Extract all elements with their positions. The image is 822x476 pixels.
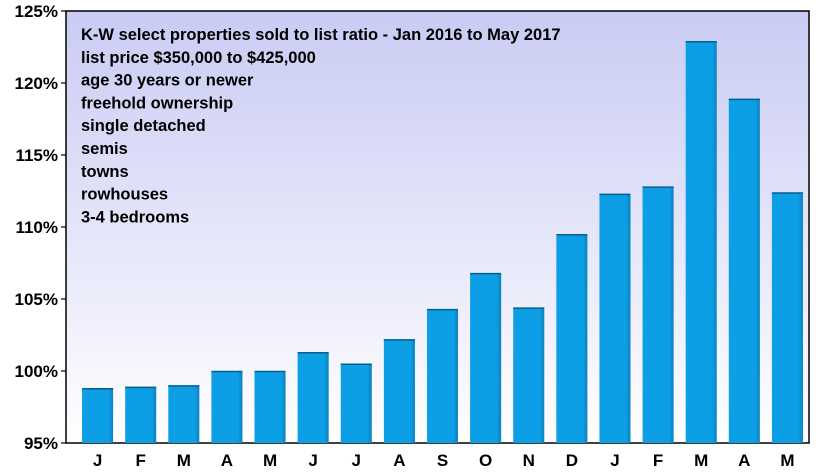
bar — [297, 352, 329, 443]
bar-shade — [513, 307, 545, 443]
bar — [556, 233, 588, 443]
x-tick-label: M — [177, 451, 191, 470]
bar — [642, 186, 674, 443]
y-axis: 95% 100% 105% 110% 115% 120% 125% — [15, 2, 66, 453]
x-tick-label: M — [780, 451, 794, 470]
bar — [728, 98, 760, 443]
x-tick-label: M — [694, 451, 708, 470]
bar-shade — [556, 234, 588, 443]
x-tick-label: J — [93, 451, 102, 470]
bar — [383, 339, 415, 443]
x-tick-label: J — [352, 451, 361, 470]
bar — [426, 308, 459, 443]
annotation-line: towns — [81, 163, 129, 181]
bar — [125, 386, 157, 443]
x-tick-label: J — [308, 451, 317, 470]
bar-shade — [642, 186, 674, 443]
bar-shade — [340, 363, 372, 443]
x-tick-label: A — [393, 451, 405, 470]
annotation-line: list price $350,000 to $425,000 — [81, 49, 316, 67]
bar — [771, 192, 803, 443]
bar-shade — [254, 371, 286, 443]
bar — [340, 363, 372, 443]
annotation-line: rowhouses — [81, 186, 168, 204]
x-tick-label: D — [566, 451, 578, 470]
bar-shade — [297, 352, 329, 443]
bar-shade — [168, 385, 200, 443]
x-tick-label: A — [221, 451, 233, 470]
bar-shade — [426, 309, 459, 443]
bar-shade — [125, 386, 157, 443]
annotation-line: freehold ownership — [81, 94, 233, 112]
y-tick-label: 120% — [15, 74, 58, 93]
x-tick-label: O — [479, 451, 492, 470]
annotation-line: single detached — [81, 117, 206, 135]
bar — [685, 40, 717, 444]
bar — [254, 370, 286, 443]
bar — [513, 307, 545, 443]
bar — [599, 193, 631, 443]
bar-shade — [728, 98, 760, 443]
x-tick-label: M — [263, 451, 277, 470]
annotation-text: K-W select properties sold to list ratio… — [81, 26, 561, 226]
bar-shade — [383, 339, 415, 443]
bar-shade — [470, 273, 502, 443]
y-tick-label: 100% — [15, 362, 58, 381]
bar-shade — [685, 41, 717, 444]
bar — [82, 388, 114, 443]
x-tick-label: F — [653, 451, 663, 470]
bar-shade — [599, 193, 631, 443]
y-tick-label: 115% — [15, 146, 58, 165]
bar-shade — [82, 388, 114, 443]
annotation-line: age 30 years or newer — [81, 72, 254, 90]
y-tick-label: 95% — [24, 434, 58, 453]
y-tick-label: 105% — [15, 290, 58, 309]
bar — [211, 370, 243, 443]
y-tick-label: 110% — [15, 218, 58, 237]
y-tick-label: 125% — [15, 2, 58, 21]
bar-shade — [211, 371, 243, 443]
annotation-heading: K-W select properties sold to list ratio… — [81, 26, 561, 44]
x-tick-label: A — [738, 451, 750, 470]
bars — [82, 40, 803, 444]
annotation-line: 3-4 bedrooms — [81, 208, 189, 226]
x-tick-label: S — [437, 451, 448, 470]
x-tick-label: N — [523, 451, 535, 470]
bar — [168, 385, 200, 443]
bar — [470, 272, 502, 443]
x-tick-label: F — [135, 451, 145, 470]
bar-shade — [771, 192, 803, 443]
x-tick-label: J — [610, 451, 619, 470]
annotation-line: semis — [81, 140, 128, 158]
